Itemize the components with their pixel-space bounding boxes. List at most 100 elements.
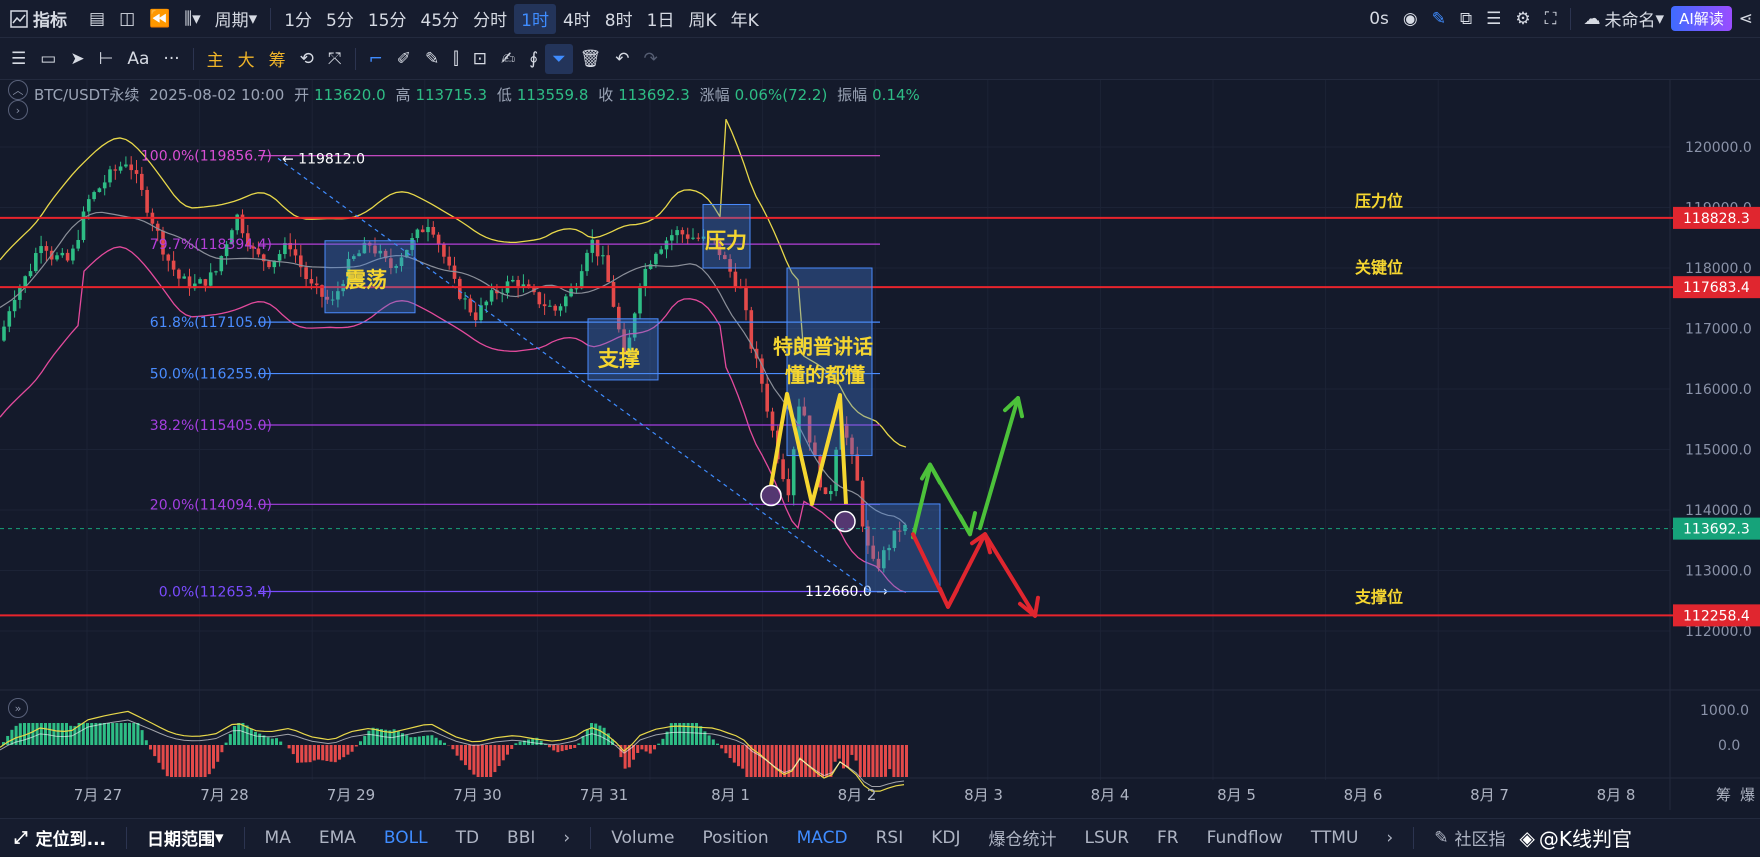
main-force-tool[interactable]: 主 <box>200 44 231 74</box>
macd-bar <box>19 723 22 745</box>
rectangle-icon[interactable]: ▭ <box>33 44 63 74</box>
sub-indicator-tab[interactable]: TTMU <box>1297 819 1373 857</box>
share-icon[interactable]: ⋖ <box>1732 4 1760 34</box>
sub-indicator-tab[interactable]: Volume <box>597 819 688 857</box>
settings-icon[interactable]: ⚙ <box>1508 4 1537 34</box>
sync-icon[interactable]: ⟲ <box>293 44 321 74</box>
candle <box>781 459 785 479</box>
replay-icon[interactable]: ⏪ <box>142 4 177 34</box>
community-button[interactable]: ✎社区指 <box>1420 819 1519 857</box>
macd-bar <box>225 743 228 745</box>
open-label: 开 <box>294 86 309 104</box>
date-range-dropdown[interactable]: 日期范围▾ <box>133 819 238 857</box>
magnet-icon[interactable]: ∮ <box>522 44 545 74</box>
candle <box>140 174 144 190</box>
trend-icon[interactable]: ⤧ <box>321 44 349 74</box>
macd-bar <box>48 723 51 745</box>
sub-indicator-tab[interactable]: RSI <box>862 819 918 857</box>
interval-tab[interactable]: 8时 <box>598 4 640 34</box>
fib-level-label: 38.2%(115405.0) <box>150 418 272 434</box>
sub-indicator-tab[interactable]: FR <box>1143 819 1193 857</box>
macd-bar <box>876 745 879 777</box>
redo-icon[interactable]: ↷ <box>637 44 665 74</box>
macd-toggle-icon[interactable]: » <box>8 698 28 718</box>
text-tool[interactable]: Aa <box>120 44 156 74</box>
expand-icon[interactable]: › <box>8 100 28 120</box>
large-order-tool[interactable]: 大 <box>231 44 262 74</box>
interval-tab[interactable]: 分时 <box>466 4 514 34</box>
interval-tab[interactable]: 周K <box>681 4 723 34</box>
chips-tool[interactable]: 筹 <box>262 44 293 74</box>
note-icon[interactable]: ✍ <box>494 44 522 74</box>
interval-tab[interactable]: 15分 <box>361 4 414 34</box>
sub-indicator-tab[interactable]: 爆仓统计 <box>975 819 1071 857</box>
sub-indicator-tab[interactable]: Fundflow <box>1193 819 1297 857</box>
macd-bar <box>758 745 761 777</box>
trash-icon[interactable]: 🗑 <box>573 44 609 74</box>
sub-indicator-tab[interactable]: KDJ <box>917 819 974 857</box>
lock-icon[interactable]: ⊡ <box>466 44 494 74</box>
candle <box>92 192 96 199</box>
fullscreen-icon[interactable]: ⛶ <box>1538 4 1564 34</box>
macd-bar <box>178 745 181 777</box>
cursor-icon[interactable]: ➤ <box>63 44 91 74</box>
candle <box>278 254 282 261</box>
macd-bar <box>699 726 702 745</box>
list-icon[interactable]: ☰ <box>1479 4 1508 34</box>
menu-icon[interactable]: ☰ <box>4 44 33 74</box>
candle-type-icon[interactable]: ⫼▾ <box>177 4 207 34</box>
macd-bar <box>212 745 215 769</box>
camera-icon[interactable]: ◉ <box>1396 4 1425 34</box>
macd-bar <box>128 723 131 745</box>
interval-tab[interactable]: 1时 <box>514 4 556 34</box>
macd-bar <box>397 731 400 745</box>
more-icon[interactable]: ··· <box>156 44 186 74</box>
draw-line-icon[interactable]: ⌐ <box>362 44 390 74</box>
sub-indicator-tab[interactable]: LSUR <box>1071 819 1144 857</box>
collapse-icon[interactable]: ︿ <box>8 80 28 100</box>
macd-bar <box>443 743 446 745</box>
interval-tab[interactable]: 4时 <box>556 4 598 34</box>
horizontal-line-icon[interactable]: ⊢ <box>92 44 121 74</box>
template-icon[interactable]: ▤ <box>82 4 112 34</box>
candle <box>172 261 176 270</box>
main-indicator-tab[interactable]: MA <box>251 819 305 857</box>
interval-tab[interactable]: 5分 <box>319 4 361 34</box>
interval-tab[interactable]: 45分 <box>414 4 467 34</box>
price-tick: 112000.0 <box>1685 624 1752 640</box>
chevron-right-icon[interactable]: › <box>1372 819 1407 857</box>
main-indicator-tab[interactable]: EMA <box>305 819 370 857</box>
macd-bar <box>195 745 198 777</box>
candle <box>458 279 462 299</box>
eraser-icon[interactable]: ✎ <box>418 44 446 74</box>
main-indicator-tab[interactable]: TD <box>442 819 493 857</box>
interval-tab[interactable]: 年K <box>724 4 766 34</box>
main-indicator-tab[interactable]: BOLL <box>370 819 442 857</box>
high-value: 113715.3 <box>415 86 487 104</box>
trump-label: 特朗普讲话 <box>773 335 873 359</box>
macd-bar <box>775 745 778 777</box>
period-dropdown[interactable]: 周期▾ <box>208 4 265 34</box>
window-icon[interactable]: ⧉ <box>1453 4 1479 34</box>
chart-area[interactable]: 100.0%(119856.7)79.7%(118394.4)61.8%(117… <box>0 80 1760 810</box>
divider <box>126 827 127 849</box>
layout-name-dropdown[interactable]: ☁未命名▾ <box>1577 4 1672 34</box>
resistance-label: 压力 <box>705 229 747 253</box>
main-indicator-tab[interactable]: BBI <box>493 819 549 857</box>
locate-button[interactable]: ⤢定位到... <box>0 819 120 857</box>
layout-icon[interactable]: ◫ <box>112 4 142 34</box>
timer-label: 0s <box>1362 4 1396 34</box>
ai-analysis-button[interactable]: AI解读 <box>1671 6 1732 31</box>
interval-tab[interactable]: 1日 <box>640 4 682 34</box>
chevron-right-icon[interactable]: › <box>549 819 584 857</box>
interval-tab[interactable]: 1分 <box>277 4 319 34</box>
sub-indicator-tab[interactable]: Position <box>688 819 782 857</box>
measure-icon[interactable]: ⫿ <box>446 44 465 74</box>
brush-icon[interactable]: ✐ <box>390 44 418 74</box>
sub-indicator-tab[interactable]: MACD <box>783 819 862 857</box>
pencil-icon[interactable]: ✎ <box>1425 4 1453 34</box>
undo-icon[interactable]: ↶ <box>608 44 636 74</box>
indicators-button[interactable]: 指标 <box>0 4 74 34</box>
filter-icon[interactable]: ⏷ <box>545 44 573 74</box>
candle <box>681 230 685 234</box>
